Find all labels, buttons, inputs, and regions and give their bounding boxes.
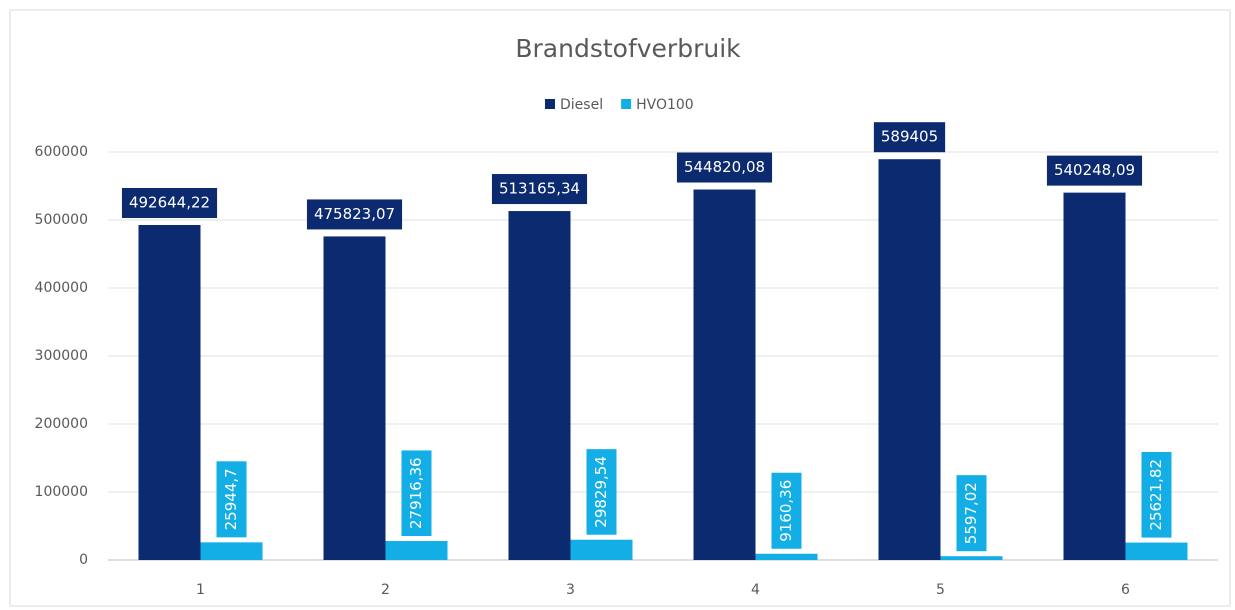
data-label-box [216,461,247,538]
data-label-box [401,450,432,537]
data-label-box [771,472,802,549]
chart-title: Brandstofverbruik [515,34,741,63]
bar [1063,192,1126,561]
bar [200,542,263,560]
data-label: 540248,09 [1054,161,1135,179]
data-label-box [1046,155,1143,186]
y-tick-label: 200000 [35,416,88,432]
legend-swatch [621,99,632,109]
data-label: 29829,54 [592,456,610,528]
data-label-box [306,199,403,230]
bar [508,211,571,561]
bar [878,159,941,561]
data-label-box [676,152,773,183]
y-tick-label: 500000 [35,212,88,228]
x-tick-label: 2 [381,582,390,598]
y-tick-label: 400000 [35,280,88,296]
bar [940,556,1003,560]
data-label: 25944,7 [222,468,240,530]
bar [570,539,633,560]
data-label-box [491,174,588,205]
y-tick-label: 100000 [35,484,88,500]
y-tick-label: 300000 [35,348,88,364]
chart-border [9,9,1231,607]
x-tick-label: 4 [751,582,760,598]
x-tick-label: 5 [936,582,945,598]
bar [1125,542,1188,560]
data-label: 25621,82 [1147,459,1165,531]
data-label: 5597,02 [962,482,980,544]
x-tick-label: 6 [1121,582,1130,598]
data-label: 492644,22 [129,194,210,212]
bar [755,553,818,560]
data-label-box [873,122,946,153]
y-tick-label: 0 [79,552,88,568]
bar [138,225,201,560]
bar [693,189,756,560]
y-tick-label: 600000 [35,144,88,160]
data-label: 27916,36 [407,457,425,529]
data-label: 513165,34 [499,180,580,198]
data-label-box [121,188,218,219]
data-label: 544820,08 [684,158,765,176]
data-label: 589405 [881,128,938,146]
data-label: 9160,36 [777,480,795,542]
legend-label: Diesel [560,97,603,113]
legend-label: HVO100 [636,97,694,113]
x-tick-label: 1 [196,582,205,598]
bar [323,236,386,560]
bar [385,541,448,560]
data-label-box [1141,451,1172,538]
x-tick-label: 3 [566,582,575,598]
data-label-box [956,475,987,552]
data-label: 475823,07 [314,205,395,223]
legend-swatch [545,99,555,109]
data-label-box [586,449,617,535]
